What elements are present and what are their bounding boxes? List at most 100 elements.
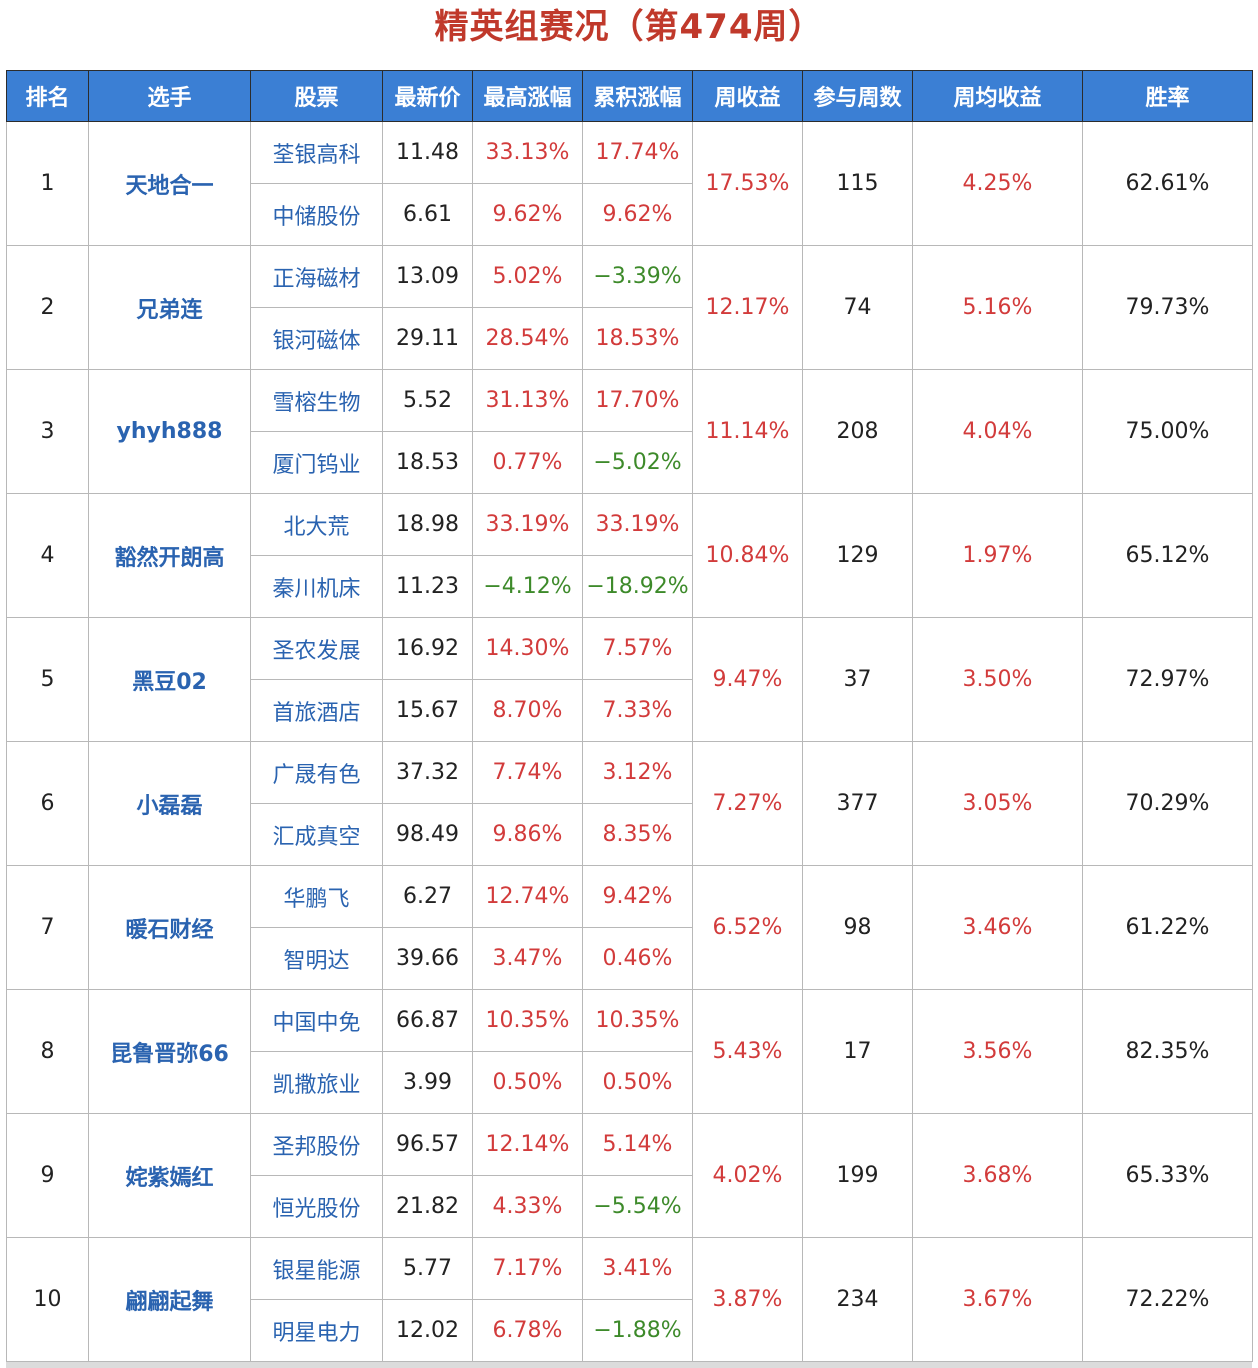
- latest-price: 37.32: [382, 741, 473, 804]
- weekly-return: 11.14%: [692, 369, 803, 494]
- win-rate: 75.00%: [1082, 369, 1253, 494]
- max-gain: 12.14%: [472, 1113, 583, 1176]
- latest-price: 29.11: [382, 307, 473, 370]
- stock-name: 银星能源: [250, 1237, 383, 1300]
- player-name: 天地合一: [88, 121, 251, 246]
- max-gain: 9.86%: [472, 803, 583, 866]
- max-gain: 7.17%: [472, 1237, 583, 1300]
- max-gain: 14.30%: [472, 617, 583, 680]
- cumulative-gain: −5.54%: [582, 1175, 693, 1238]
- weekly-return: 6.52%: [692, 865, 803, 990]
- rank-cell: 1: [6, 121, 89, 246]
- table-row: 1 天地合一 荃银高科 11.48 33.13% 17.74% 17.53% 115 4.25%…: [6, 121, 1253, 246]
- max-gain: 3.47%: [472, 927, 583, 990]
- latest-price: 98.49: [382, 803, 473, 866]
- player-name: 姹紫嫣红: [88, 1113, 251, 1238]
- stock-name: 秦川机床: [250, 555, 383, 618]
- table-row: 10 翩翩起舞 银星能源 5.77 7.17% 3.41% 3.87% 234 3.67% 72.…: [6, 1237, 1253, 1362]
- rank-cell: 7: [6, 865, 89, 990]
- win-rate: 62.61%: [1082, 121, 1253, 246]
- weekly-return: 4.02%: [692, 1113, 803, 1238]
- win-rate: 72.22%: [1082, 1237, 1253, 1362]
- latest-price: 66.87: [382, 989, 473, 1052]
- latest-price: 18.98: [382, 493, 473, 556]
- weekly-return: 7.27%: [692, 741, 803, 866]
- table-row: 首旅酒店 15.67 8.70% 7.33%: [7, 679, 1253, 742]
- cumulative-gain: −5.02%: [582, 431, 693, 494]
- stock-name: 荃银高科: [250, 121, 383, 184]
- cumulative-gain: 7.33%: [582, 679, 693, 742]
- max-gain: 10.35%: [472, 989, 583, 1052]
- max-gain: 0.77%: [472, 431, 583, 494]
- page-title: 精英组赛况（第474周）: [434, 7, 824, 47]
- stock-name: 恒光股份: [250, 1175, 383, 1238]
- latest-price: 11.23: [382, 555, 473, 618]
- table-row: 2 兄弟连 正海磁材 13.09 5.02% −3.39% 12.17% 74 5.16% 79.…: [6, 245, 1253, 370]
- rank-cell: 3: [6, 369, 89, 494]
- max-gain: −4.12%: [472, 555, 583, 618]
- weekly-return: 5.43%: [692, 989, 803, 1114]
- win-rate: 79.73%: [1082, 245, 1253, 370]
- rank-cell: 8: [6, 989, 89, 1114]
- weeks-participated: 98: [802, 865, 913, 990]
- header-win-rate: 胜率: [1082, 70, 1253, 122]
- cumulative-gain: 17.70%: [582, 369, 693, 432]
- rank-cell: 2: [6, 245, 89, 370]
- stock-name: 银河磁体: [250, 307, 383, 370]
- table-row: 智明达 39.66 3.47% 0.46%: [7, 927, 1253, 990]
- table-row: 厦门钨业 18.53 0.77% −5.02%: [7, 431, 1253, 494]
- player-name: 暖石财经: [88, 865, 251, 990]
- latest-price: 96.57: [382, 1113, 473, 1176]
- avg-weekly-return: 3.05%: [912, 741, 1083, 866]
- max-gain: 4.33%: [472, 1175, 583, 1238]
- avg-weekly-return: 3.46%: [912, 865, 1083, 990]
- cumulative-gain: 17.74%: [582, 121, 693, 184]
- cumulative-gain: 5.14%: [582, 1113, 693, 1176]
- max-gain: 12.74%: [472, 865, 583, 928]
- table-row: 恒光股份 21.82 4.33% −5.54%: [7, 1175, 1253, 1238]
- weekly-return: 3.87%: [692, 1237, 803, 1362]
- stock-name: 厦门钨业: [250, 431, 383, 494]
- header-player: 选手: [88, 70, 251, 122]
- weekly-return: 10.84%: [692, 493, 803, 618]
- stock-name: 圣农发展: [250, 617, 383, 680]
- max-gain: 0.50%: [472, 1051, 583, 1114]
- stock-name: 智明达: [250, 927, 383, 990]
- cumulative-gain: 0.46%: [582, 927, 693, 990]
- avg-weekly-return: 3.68%: [912, 1113, 1083, 1238]
- win-rate: 65.12%: [1082, 493, 1253, 618]
- cumulative-gain: −1.88%: [582, 1299, 693, 1362]
- weeks-participated: 74: [802, 245, 913, 370]
- table-row: 8 昆鲁晋弥66 中国中免 66.87 10.35% 10.35% 5.43% 17 3.56%…: [6, 989, 1253, 1114]
- header-latest-price: 最新价: [382, 70, 473, 122]
- stock-name: 凯撒旅业: [250, 1051, 383, 1114]
- table-row: 汇成真空 98.49 9.86% 8.35%: [7, 803, 1253, 866]
- avg-weekly-return: 1.97%: [912, 493, 1083, 618]
- player-name: 昆鲁晋弥66: [88, 989, 251, 1114]
- bottom-divider: [6, 1362, 1252, 1368]
- weeks-participated: 234: [802, 1237, 913, 1362]
- stock-name: 广晟有色: [250, 741, 383, 804]
- cumulative-gain: 7.57%: [582, 617, 693, 680]
- table-row: 5 黑豆02 圣农发展 16.92 14.30% 7.57% 9.47% 37 3.50% 72.…: [6, 617, 1253, 742]
- latest-price: 13.09: [382, 245, 473, 308]
- max-gain: 5.02%: [472, 245, 583, 308]
- win-rate: 65.33%: [1082, 1113, 1253, 1238]
- avg-weekly-return: 5.16%: [912, 245, 1083, 370]
- max-gain: 33.19%: [472, 493, 583, 556]
- latest-price: 3.99: [382, 1051, 473, 1114]
- weekly-return: 12.17%: [692, 245, 803, 370]
- max-gain: 28.54%: [472, 307, 583, 370]
- latest-price: 5.52: [382, 369, 473, 432]
- stock-name: 明星电力: [250, 1299, 383, 1362]
- latest-price: 39.66: [382, 927, 473, 990]
- cumulative-gain: 9.62%: [582, 183, 693, 246]
- latest-price: 18.53: [382, 431, 473, 494]
- table-body: 1 天地合一 荃银高科 11.48 33.13% 17.74% 17.53% 115 4.25%…: [6, 121, 1253, 1362]
- player-name: 豁然开朗高: [88, 493, 251, 618]
- weekly-return: 9.47%: [692, 617, 803, 742]
- stock-name: 圣邦股份: [250, 1113, 383, 1176]
- stock-name: 首旅酒店: [250, 679, 383, 742]
- table-row: 明星电力 12.02 6.78% −1.88%: [7, 1299, 1253, 1362]
- stock-name: 雪榕生物: [250, 369, 383, 432]
